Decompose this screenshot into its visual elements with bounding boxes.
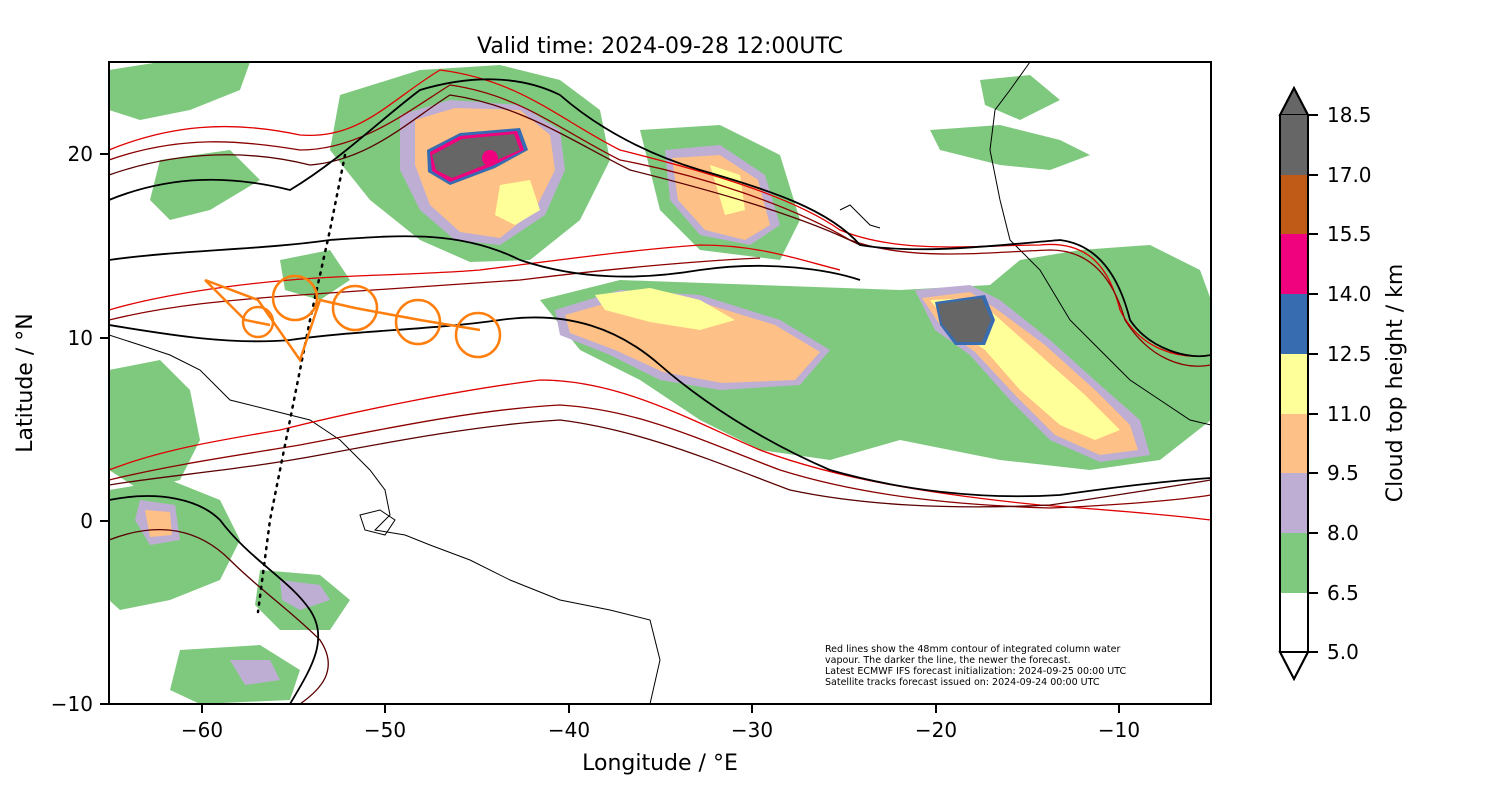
footnote-line-4: Satellite tracks forecast issued on: 202… [825,677,1100,688]
cloud-core-pink [482,150,498,166]
colorbar-tick-label: 17.0 [1327,163,1372,187]
map-title: Valid time: 2024-09-28 12:00UTC [477,34,843,59]
coastlines [109,62,1211,704]
footnote: Red lines show the 48mm contour of integ… [825,644,1126,688]
map-plot-area: Red lines show the 48mm contour of integ… [109,62,1211,704]
colorbar-bin [1280,354,1308,414]
colorbar-bin [1280,115,1308,175]
y-tick-label: 20 [68,142,93,166]
colorbar-tick-label: 14.0 [1327,282,1372,306]
flight-circle [271,274,319,322]
x-tick-label: −20 [915,718,957,742]
colorbar-bin [1280,593,1308,652]
flight-circle [454,311,502,359]
x-tick-label: −50 [364,718,406,742]
footnote-line-1: Red lines show the 48mm contour of integ… [825,644,1120,655]
water-vapour-contours [109,69,1211,704]
satellite-track [256,153,347,614]
colorbar-arrow-bottom [1278,651,1310,682]
colorbar-bin [1280,533,1308,593]
colorbar-bin [1280,414,1308,473]
y-tick-label: 0 [80,509,93,533]
x-axis: −60 −50 −40 −30 −20 −10 Longitude / °E [181,704,1140,776]
flight-track [204,274,502,363]
x-tick-label: −60 [181,718,223,742]
y-axis: 20 10 0 −10 Latitude / °N [13,142,109,716]
colorbar: 18.5 17.0 15.5 14.0 12.5 11.0 9.5 8.0 6.… [1278,85,1408,682]
colorbar-tick-label: 11.0 [1327,402,1372,426]
colorbar-tick-label: 5.0 [1327,640,1359,664]
cloud-region-9.5-11km [145,108,1138,537]
footnote-line-3: Latest ECMWF IFS forecast initialization… [825,666,1126,677]
y-tick-label: 10 [68,326,93,350]
x-tick-label: −40 [548,718,590,742]
flight-circle [331,284,379,332]
x-tick-label: −10 [1098,718,1140,742]
cloud-region-6.5-8km [109,62,1211,704]
map-frame [108,61,1212,705]
colorbar-bin [1280,294,1308,354]
colorbar-tick-label: 8.0 [1327,521,1359,545]
colorbar-tick-label: 18.5 [1327,103,1372,127]
x-tick-label: −30 [731,718,773,742]
colorbar-arrow-top [1278,85,1310,116]
footnote-line-2: vapour. The darker the line, the newer t… [825,655,1071,666]
cloud-region-11-12.5km [495,165,1120,440]
colorbar-label: Cloud top height / km [1383,264,1408,503]
colorbar-bin [1280,473,1308,533]
flight-circle [241,305,275,339]
colorbar-tick-label: 6.5 [1327,581,1359,605]
cloud-top-field [109,62,1211,704]
colorbar-bin [1280,234,1308,294]
flight-circle [394,298,442,346]
y-tick-label: −10 [51,692,93,716]
x-axis-label: Longitude / °E [582,751,738,776]
colorbar-bin [1280,175,1308,234]
y-axis-label: Latitude / °N [13,313,38,452]
colorbar-tick-label: 9.5 [1327,461,1359,485]
colorbar-tick-label: 15.5 [1327,222,1372,246]
colorbar-tick-label: 12.5 [1327,342,1372,366]
